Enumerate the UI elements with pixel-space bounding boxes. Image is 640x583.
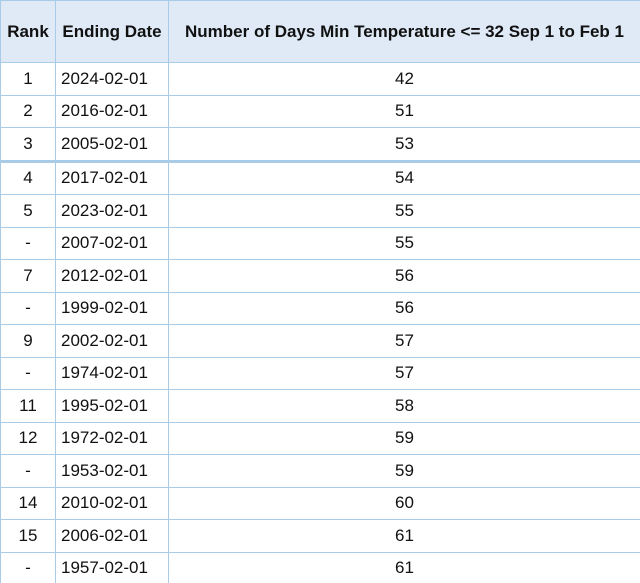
table-cell: 59 xyxy=(168,454,640,488)
table-cell: 2005-02-01 xyxy=(55,127,169,162)
table-row: 14 2010-02-01 60 xyxy=(0,486,640,520)
table-cell: 12 xyxy=(0,421,56,455)
table-row: 2 2016-02-01 51 xyxy=(0,94,640,128)
table-cell: 55 xyxy=(168,226,640,260)
header-cell: Ending Date xyxy=(55,0,169,63)
table-cell: 2012-02-01 xyxy=(55,259,169,293)
table-cell: 60 xyxy=(168,486,640,520)
table-cell: 61 xyxy=(168,519,640,553)
table-cell: 56 xyxy=(168,259,640,293)
table-cell: 57 xyxy=(168,324,640,358)
table-cell: 1974-02-01 xyxy=(55,356,169,390)
table-cell: 5 xyxy=(0,194,56,228)
table-cell: 58 xyxy=(168,389,640,423)
table-cell: 9 xyxy=(0,324,56,358)
table-cell: 1995-02-01 xyxy=(55,389,169,423)
table-cell: 51 xyxy=(168,94,640,128)
table-cell: - xyxy=(0,454,56,488)
table-cell: 1 xyxy=(0,62,56,96)
table-cell: 2016-02-01 xyxy=(55,94,169,128)
table-row: 1 2024-02-01 42 xyxy=(0,62,640,96)
table-cell: 61 xyxy=(168,551,640,583)
table-cell: 2007-02-01 xyxy=(55,226,169,260)
table-body: 1 2024-02-01 42 2 2016-02-01 51 3 2005-02-01 53 4… xyxy=(0,62,640,583)
table-row: 3 2005-02-01 53 xyxy=(0,127,640,162)
table-row: -2007-02-01 55 xyxy=(0,226,640,260)
table-cell: 1957-02-01 xyxy=(55,551,169,583)
table-row: 12 1972-02-01 59 xyxy=(0,421,640,455)
table-cell: 7 xyxy=(0,259,56,293)
table-cell: 15 xyxy=(0,519,56,553)
table-row: -1974-02-01 57 xyxy=(0,356,640,390)
table-cell: 11 xyxy=(0,389,56,423)
table-cell: 1953-02-01 xyxy=(55,454,169,488)
table-cell: 53 xyxy=(168,127,640,162)
table-row: -1999-02-01 56 xyxy=(0,291,640,325)
table-cell: 2010-02-01 xyxy=(55,486,169,520)
table-cell: 2006-02-01 xyxy=(55,519,169,553)
table-cell: 1999-02-01 xyxy=(55,291,169,325)
header-row: Rank Ending Date Number of Days Min Temper… xyxy=(0,0,640,63)
table-row: 7 2012-02-01 56 xyxy=(0,259,640,293)
table-cell: - xyxy=(0,356,56,390)
table-cell: 3 xyxy=(0,127,56,162)
table-row: -1957-02-01 61 xyxy=(0,551,640,583)
table-row: 9 2002-02-01 57 xyxy=(0,324,640,358)
table-row: 11 1995-02-01 58 xyxy=(0,389,640,423)
table-cell: 2024-02-01 xyxy=(55,62,169,96)
table-cell: 54 xyxy=(168,159,640,195)
table-row: 4 2017-02-01 54 xyxy=(0,159,640,195)
header-cell: Rank xyxy=(0,0,56,63)
table-cell: 4 xyxy=(0,159,56,195)
table-cell: 2002-02-01 xyxy=(55,324,169,358)
table-cell: - xyxy=(0,226,56,260)
table-cell: 59 xyxy=(168,421,640,455)
table-cell: - xyxy=(0,291,56,325)
table-cell: 2017-02-01 xyxy=(55,159,169,195)
table-cell: 42 xyxy=(168,62,640,96)
table-cell: 1972-02-01 xyxy=(55,421,169,455)
table-cell: 56 xyxy=(168,291,640,325)
table-cell: - xyxy=(0,551,56,583)
table-cell: 55 xyxy=(168,194,640,228)
table-cell: 2 xyxy=(0,94,56,128)
table-row: -1953-02-01 59 xyxy=(0,454,640,488)
table-row: 15 2006-02-01 61 xyxy=(0,519,640,553)
table-cell: 57 xyxy=(168,356,640,390)
table-row: 5 2023-02-01 55 xyxy=(0,194,640,228)
table-cell: 14 xyxy=(0,486,56,520)
header-cell: Number of Days Min Temperature <= 32 Sep… xyxy=(168,0,640,63)
table-cell: 2023-02-01 xyxy=(55,194,169,228)
